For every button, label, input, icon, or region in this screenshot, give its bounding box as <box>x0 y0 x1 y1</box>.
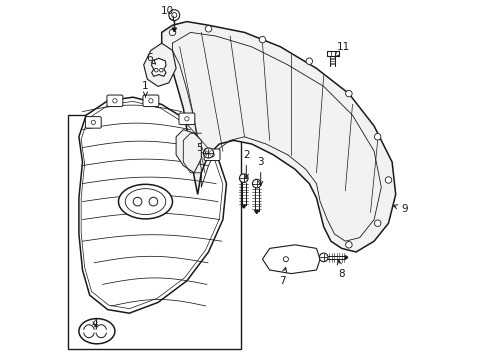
Circle shape <box>374 220 380 226</box>
Text: 6: 6 <box>145 53 155 64</box>
Polygon shape <box>176 130 201 173</box>
Circle shape <box>168 10 179 21</box>
Bar <box>326 51 338 56</box>
Circle shape <box>205 26 211 32</box>
Circle shape <box>239 174 247 183</box>
Text: 7: 7 <box>279 267 286 286</box>
FancyBboxPatch shape <box>142 95 159 107</box>
FancyBboxPatch shape <box>204 149 220 161</box>
Text: 9: 9 <box>392 204 407 214</box>
Polygon shape <box>254 211 258 213</box>
Circle shape <box>345 90 351 97</box>
Polygon shape <box>79 97 226 313</box>
Text: 2: 2 <box>243 150 249 178</box>
Text: 11: 11 <box>334 42 349 57</box>
Text: 10: 10 <box>160 6 174 21</box>
Polygon shape <box>162 22 395 252</box>
Polygon shape <box>262 245 320 274</box>
Text: 8: 8 <box>337 260 345 279</box>
Circle shape <box>374 134 380 140</box>
Polygon shape <box>143 43 176 86</box>
Ellipse shape <box>79 319 115 344</box>
Text: 5: 5 <box>196 143 205 154</box>
FancyBboxPatch shape <box>179 113 194 125</box>
FancyBboxPatch shape <box>107 95 122 107</box>
Text: 3: 3 <box>257 157 264 185</box>
Text: 1: 1 <box>142 81 148 97</box>
Circle shape <box>252 179 261 188</box>
Circle shape <box>385 177 391 183</box>
Text: 4: 4 <box>92 319 98 329</box>
Polygon shape <box>241 205 245 208</box>
Circle shape <box>305 58 312 64</box>
Polygon shape <box>172 28 176 32</box>
Ellipse shape <box>118 184 172 219</box>
Circle shape <box>169 29 175 36</box>
FancyBboxPatch shape <box>85 117 101 128</box>
Circle shape <box>203 148 213 158</box>
Circle shape <box>259 36 265 43</box>
Circle shape <box>319 253 327 262</box>
Circle shape <box>345 242 351 248</box>
Polygon shape <box>151 58 166 76</box>
Bar <box>68 115 241 349</box>
Polygon shape <box>345 256 347 259</box>
